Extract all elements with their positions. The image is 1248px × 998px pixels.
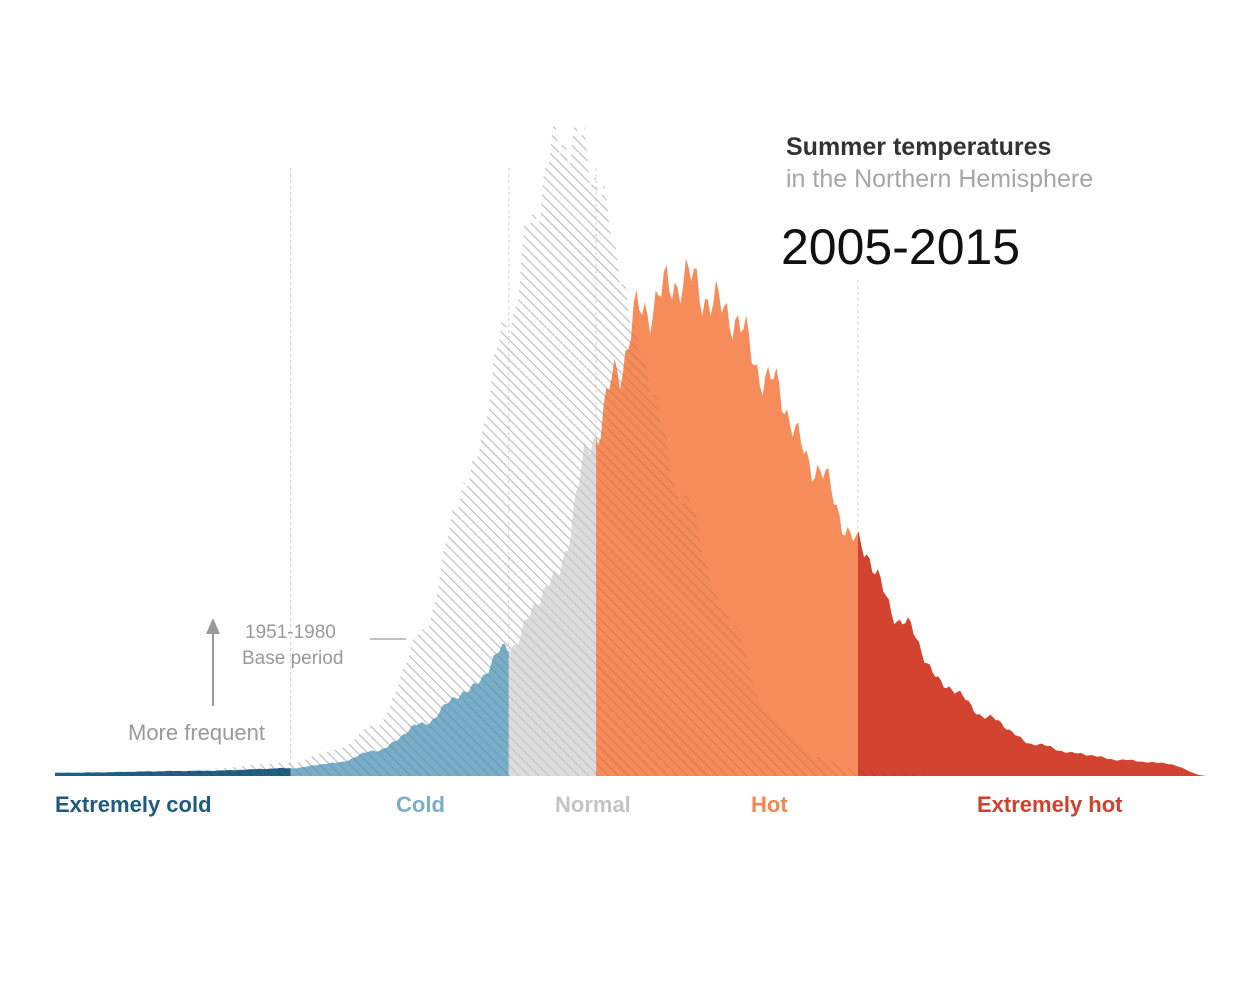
base-note-label: Base period xyxy=(242,648,343,669)
period-label: 2005-2015 xyxy=(781,219,1020,275)
category-label-hot: Hot xyxy=(751,792,788,817)
overlap-hatch xyxy=(55,117,1207,777)
chart-subtitle: in the Northern Hemisphere xyxy=(786,165,1093,193)
category-label-extremely-hot: Extremely hot xyxy=(977,792,1123,817)
category-label-extremely-cold: Extremely cold xyxy=(55,792,212,817)
more-frequent-label: More frequent xyxy=(128,720,265,745)
category-label-normal: Normal xyxy=(555,792,631,817)
band-extremely-hot xyxy=(857,531,1207,776)
more-frequent-arrow xyxy=(206,618,220,706)
chart-title: Summer temperatures xyxy=(786,133,1051,161)
base-note-years: 1951-1980 xyxy=(245,622,336,643)
arrow-up-icon xyxy=(206,618,220,634)
category-label-cold: Cold xyxy=(396,792,445,817)
